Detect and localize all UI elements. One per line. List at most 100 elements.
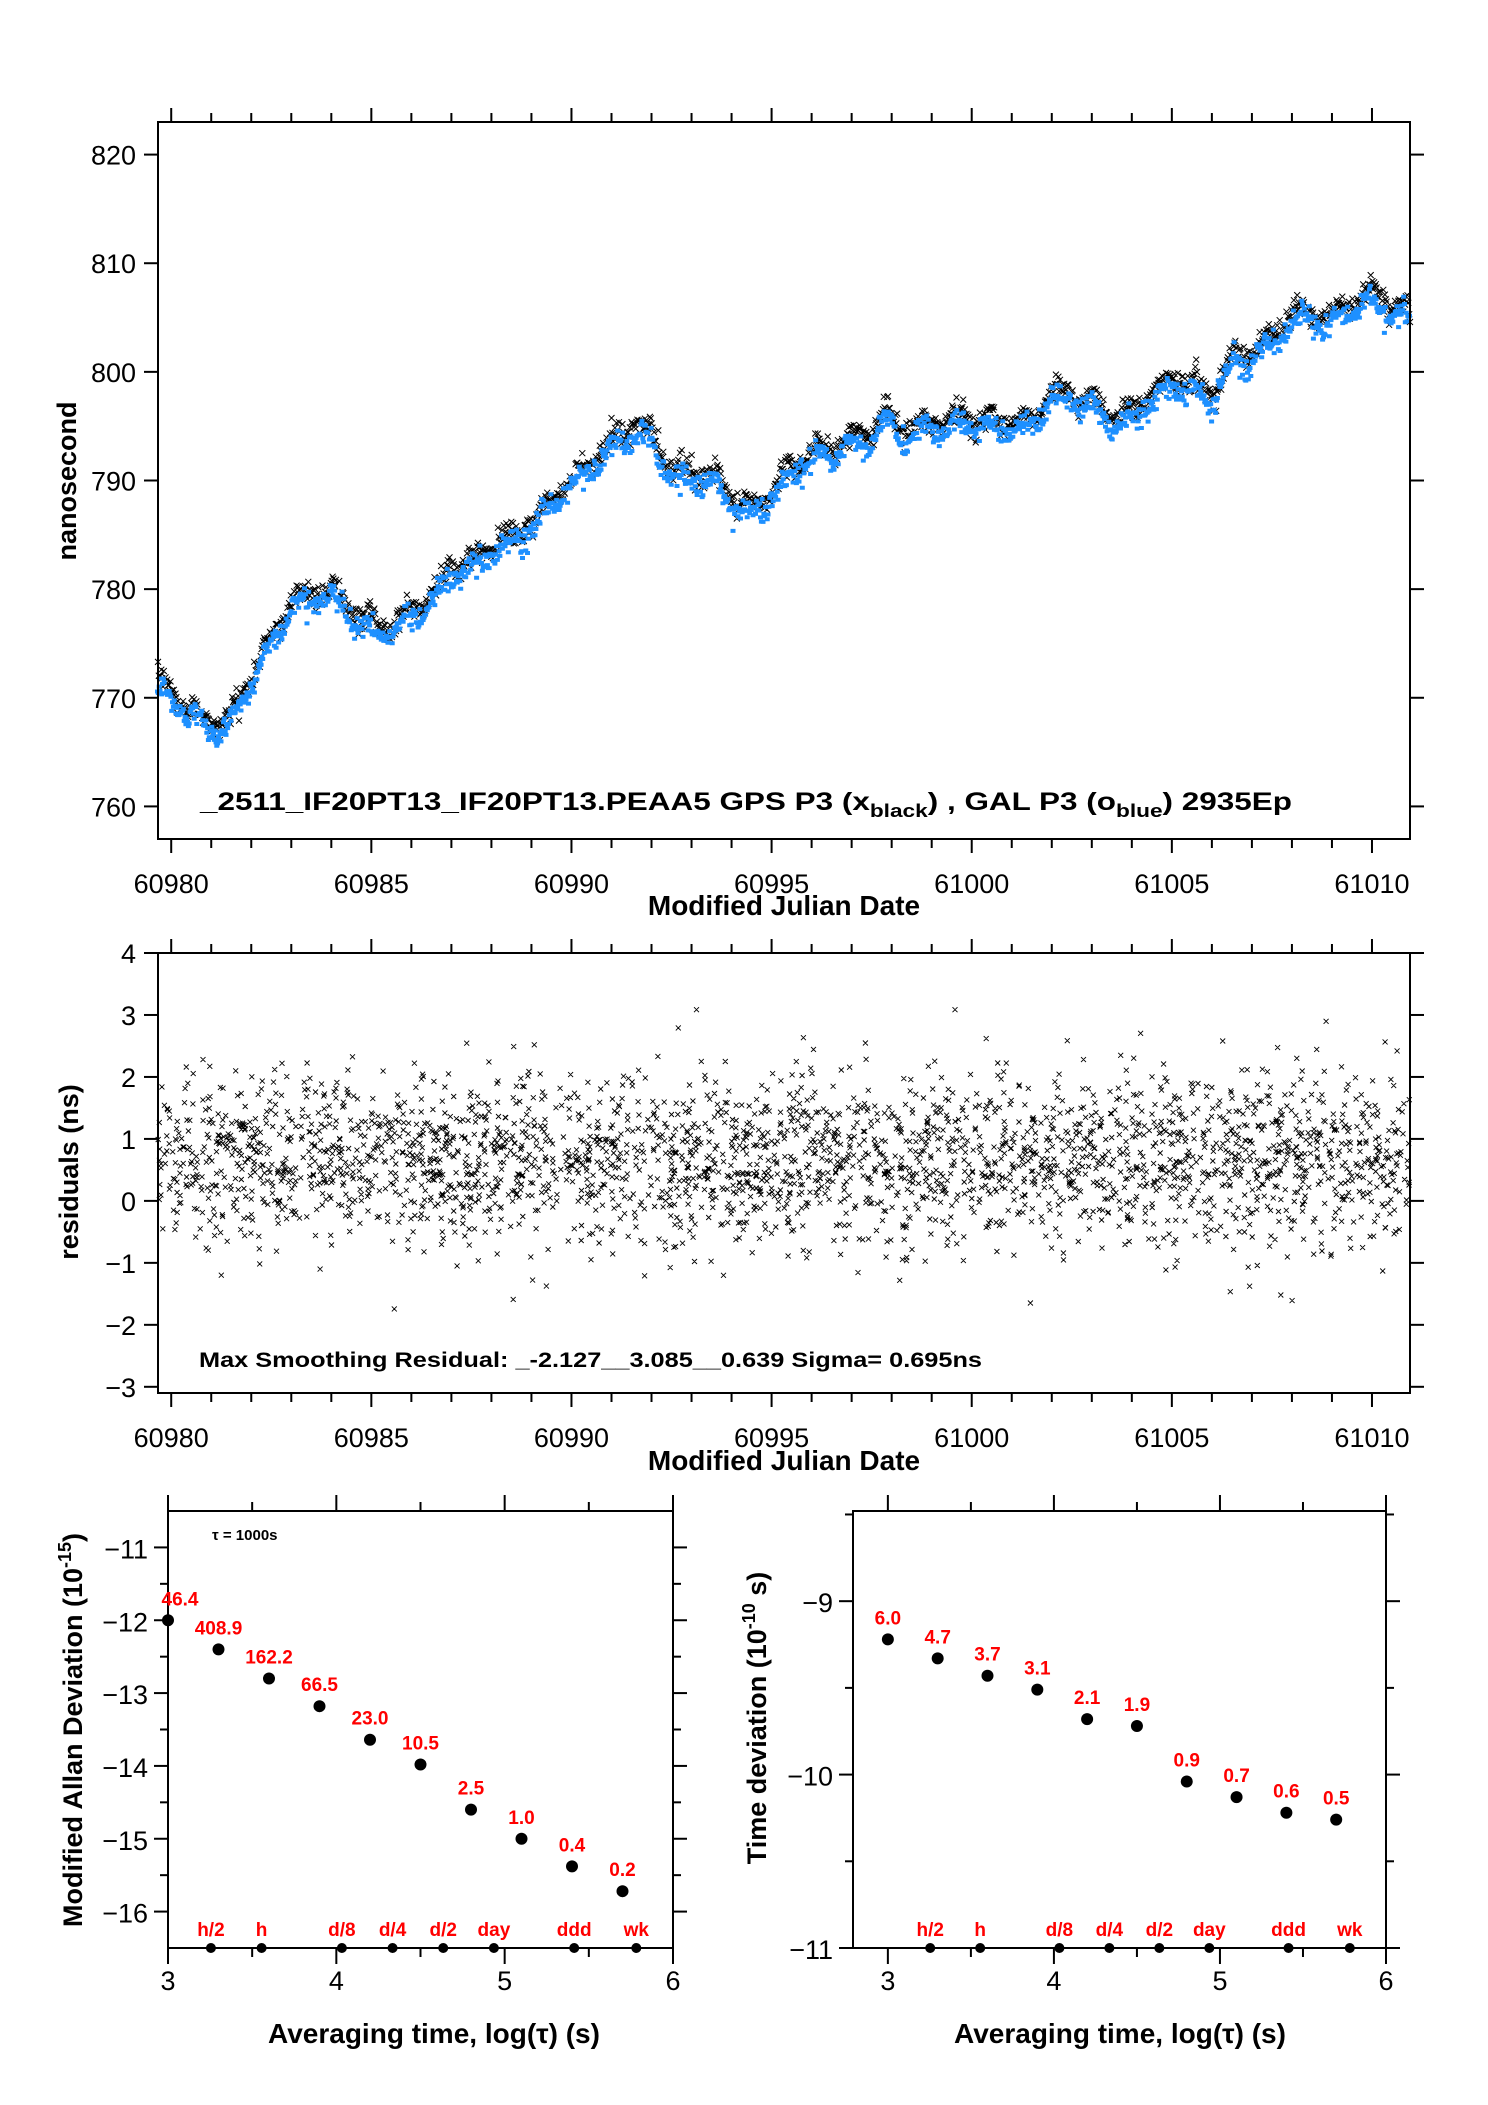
- time-marker-dot: [569, 1943, 580, 1953]
- time-marker-dot: [205, 1943, 216, 1953]
- deviation-point-label: 0.6: [1273, 1782, 1299, 1803]
- y-tick-label: −2: [105, 1311, 136, 1341]
- deviation-point-label: 46.4: [162, 1589, 199, 1610]
- x-tick-label: 60985: [334, 1423, 409, 1453]
- timeseries-marks: [154, 271, 1414, 748]
- y-tick-label: −16: [102, 1899, 148, 1929]
- y-tick-label: −15: [102, 1826, 148, 1856]
- time-marker-label: wk: [1336, 1920, 1363, 1941]
- deviation-point-label: 0.9: [1174, 1751, 1200, 1772]
- y-tick-label: 760: [91, 792, 136, 822]
- deviation-point-label: 0.7: [1223, 1766, 1249, 1787]
- time-marker-label: wk: [623, 1920, 650, 1941]
- tdev-x-axis-title: Averaging time, log(τ) (s): [954, 2018, 1286, 2049]
- y-tick-label: 3: [121, 1001, 136, 1031]
- y-tick-label: −11: [104, 1534, 148, 1564]
- deviation-point-label: 1.0: [508, 1808, 534, 1829]
- tdev-ylabel-end: s): [742, 1572, 772, 1604]
- tdev-axes: 3 4 5 6 −9 −10 −11: [787, 1495, 1400, 1996]
- deviation-point: [414, 1758, 427, 1771]
- deviation-point: [465, 1803, 477, 1816]
- deviation-point: [981, 1669, 994, 1682]
- deviation-point: [1180, 1775, 1193, 1788]
- x-tick-label: 61010: [1334, 1423, 1409, 1453]
- deviation-point: [212, 1643, 225, 1656]
- deviation-point-label: 10.5: [402, 1733, 439, 1754]
- residuals-series: [155, 1006, 1413, 1312]
- deviation-point: [263, 1672, 275, 1685]
- y-tick-label: 790: [91, 467, 136, 497]
- deviation-point: [1280, 1806, 1293, 1819]
- annotation-suffix: ) 2935Ep: [1163, 788, 1292, 816]
- time-marker-label: h/2: [916, 1920, 943, 1941]
- time-marker-dot: [1054, 1943, 1065, 1953]
- y-tick-label: 1: [121, 1125, 136, 1155]
- y-tick-label: 2: [121, 1063, 136, 1093]
- time-marker-dot: [975, 1943, 986, 1953]
- time-marker-label: d/2: [429, 1920, 456, 1941]
- time-marker-dot: [1283, 1943, 1294, 1953]
- annotation-sub-black: black: [870, 801, 929, 821]
- time-marker-dot: [256, 1943, 267, 1953]
- x-tick-label: 60995: [734, 869, 809, 899]
- x-tick-label: 6: [1378, 1966, 1393, 1996]
- tdev-y-axis-title: Time deviation (10-10 s): [739, 1572, 772, 1865]
- x-tick-label: 60980: [134, 869, 209, 899]
- tdev-frame: [852, 1510, 1387, 1949]
- time-marker-dot: [1204, 1943, 1215, 1953]
- time-marker-label: d/2: [1146, 1920, 1173, 1941]
- residuals-marks: [155, 1006, 1413, 1312]
- time-marker-label: h: [974, 1920, 986, 1941]
- deviation-point: [162, 1614, 174, 1627]
- time-marker-dot: [631, 1943, 642, 1953]
- time-marker-dot: [925, 1943, 936, 1953]
- deviation-point-label: 6.0: [875, 1608, 901, 1629]
- deviation-point-label: 4.7: [924, 1627, 950, 1648]
- tdev-panel: 3 4 5 6 −9 −10 −11 6.0 4.7 3.7 3.1 2.1 1.9 0.9 0.7 0.6…: [739, 1495, 1400, 2049]
- tdev-ylabel-sup: -10: [739, 1603, 759, 1629]
- deviation-point-label: 0.4: [559, 1835, 586, 1856]
- time-marker-dot: [1154, 1943, 1165, 1953]
- y-tick-label: 810: [91, 249, 136, 279]
- y-tick-label: 0: [121, 1187, 136, 1217]
- deviation-point-label: 0.2: [609, 1860, 635, 1881]
- time-marker-label: d/4: [379, 1920, 407, 1941]
- annotation-sub-blue: blue: [1116, 801, 1163, 821]
- deviation-point: [566, 1860, 578, 1873]
- y-tick-label: 4: [121, 939, 136, 969]
- deviation-point-label: 23.0: [352, 1709, 389, 1730]
- y-tick-label: −9: [802, 1588, 833, 1618]
- mdev-tau-annotation: τ = 1000s: [212, 1527, 278, 1544]
- time-marker-label: h/2: [197, 1920, 224, 1941]
- time-marker-label: h: [256, 1920, 268, 1941]
- x-tick-label: 60980: [134, 1423, 209, 1453]
- time-marker-dot: [336, 1943, 347, 1953]
- y-tick-label: −14: [102, 1753, 148, 1783]
- time-marker-label: day: [478, 1920, 511, 1941]
- y-tick-label: 780: [91, 575, 136, 605]
- deviation-point: [515, 1832, 528, 1845]
- timeseries-panel: 60980 60985 60990 60995 61000 61005 61010 760 77…: [52, 108, 1424, 921]
- deviation-point-label: 0.5: [1323, 1789, 1350, 1810]
- x-tick-label: 5: [497, 1966, 512, 1996]
- annotation-prefix: _2511_IF20PT13_IF20PT13.PEAA5 GPS P3 (x: [199, 788, 870, 816]
- x-tick-label: 61000: [934, 1423, 1009, 1453]
- deviation-point: [313, 1700, 326, 1713]
- x-tick-label: 3: [880, 1966, 895, 1996]
- x-tick-label: 61010: [1334, 869, 1409, 899]
- deviation-point-label: 1.9: [1124, 1695, 1150, 1716]
- timeseries-axes: 60980 60985 60990 60995 61000 61005 61010 760 77…: [91, 108, 1424, 899]
- timeseries-title-annotation: _2511_IF20PT13_IF20PT13.PEAA5 GPS P3 (x b…: [199, 788, 1292, 821]
- deviation-point: [1330, 1813, 1343, 1826]
- deviation-point-label: 162.2: [245, 1648, 293, 1669]
- mdev-ylabel-main: Modified Allan Deviation (10: [58, 1568, 88, 1927]
- time-marker-label: day: [1193, 1920, 1226, 1941]
- x-tick-label: 5: [1212, 1966, 1227, 1996]
- y-tick-label: −3: [105, 1373, 136, 1403]
- mdev-y-axis-title: Modified Allan Deviation (10-15): [55, 1533, 88, 1927]
- mdev-frame: [167, 1510, 674, 1949]
- x-tick-label: 4: [329, 1966, 344, 1996]
- deviation-point: [931, 1652, 944, 1665]
